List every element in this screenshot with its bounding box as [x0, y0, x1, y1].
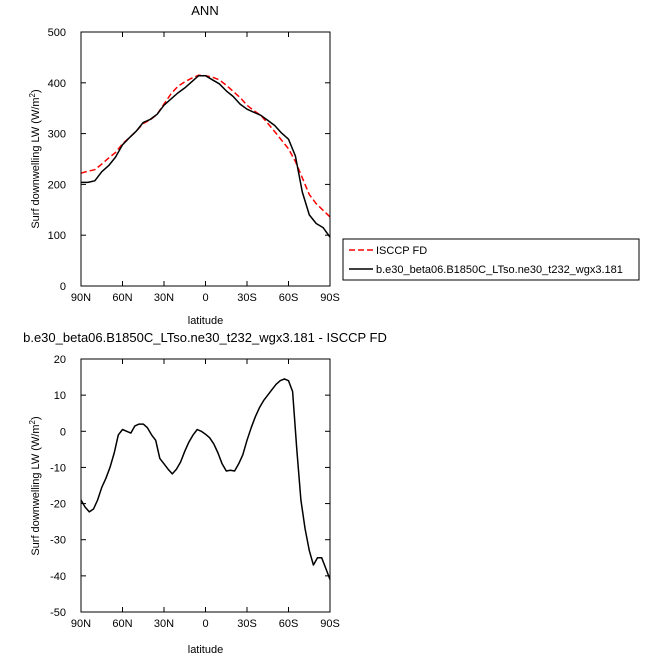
x-tick-label: 90N [71, 292, 91, 304]
y-tick-label: 500 [48, 27, 66, 39]
legend-label-model: b.e30_beta06.B1850C_LTso.ne30_t232_wgx3.… [376, 264, 623, 276]
top-chart-title: ANN [191, 3, 218, 18]
y-tick-label: 100 [48, 230, 66, 242]
y-tick-label: 400 [48, 78, 66, 90]
top-y-axis-label: Surf downwelling LW (W/m2) [28, 89, 42, 228]
x-tick-label: 60N [112, 618, 132, 630]
y-tick-label: 200 [48, 179, 66, 191]
y-tick-label: -20 [50, 499, 66, 511]
y-tick-label: -30 [50, 535, 66, 547]
bottom-x-axis-label: latitude [188, 644, 223, 656]
x-tick-label: 90S [320, 292, 340, 304]
bottom-y-axis-label: Surf downwelling LW (W/m2) [28, 416, 42, 555]
top-plot-frame [80, 31, 331, 287]
x-tick-label: 60S [279, 618, 299, 630]
legend-box [342, 238, 640, 281]
series-line-model [81, 74, 331, 238]
legend: ISCCP FD b.e30_beta06.B1850C_LTso.ne30_t… [342, 238, 640, 281]
series-line-difference [80, 378, 331, 580]
y-tick-label: -40 [50, 571, 66, 583]
x-tick-label: 0 [202, 292, 208, 304]
x-tick-label: 60S [279, 292, 299, 304]
top-panel: ANN 90N 60N 30N 0 30S 60S 90S0100200300400500 … [28, 3, 340, 327]
y-tick-label: -10 [50, 462, 66, 474]
x-tick-label: 0 [202, 618, 208, 630]
y-tick-label: 10 [54, 390, 66, 402]
top-plot-series [80, 74, 331, 238]
x-tick-label: 60N [112, 292, 132, 304]
x-tick-label: 90N [71, 618, 91, 630]
y-tick-label: 20 [54, 354, 66, 366]
x-tick-label: 90S [320, 618, 340, 630]
x-tick-label: 30S [237, 292, 257, 304]
y-tick-label: 0 [60, 281, 66, 293]
x-tick-label: 30S [237, 618, 257, 630]
bottom-plot-frame [80, 358, 331, 613]
top-plot-ticks: 90N 60N 30N 0 30S 60S 90S 0 100 200 300 400 500 [48, 27, 340, 304]
y-tick-label: 0 [60, 426, 66, 438]
x-tick-label: 30N [154, 618, 174, 630]
series-line-isccp [80, 74, 331, 218]
bottom-plot-series [80, 378, 331, 580]
bottom-panel: b.e30_beta06.B1850C_LTso.ne30_t232_wgx3.… [23, 330, 387, 656]
y-tick-label: 300 [48, 129, 66, 141]
bottom-chart-title: b.e30_beta06.B1850C_LTso.ne30_t232_wgx3.… [23, 330, 387, 345]
y-tick-label: -50 [50, 607, 66, 619]
legend-label-isccp: ISCCP FD [376, 245, 427, 257]
top-x-axis-label: latitude [188, 315, 223, 327]
bottom-plot-ticks: 90N 60N 30N 0 30S 60S 90S 20 10 0 -10 -20 -30 -40 -50 [50, 354, 340, 630]
x-tick-label: 30N [154, 292, 174, 304]
